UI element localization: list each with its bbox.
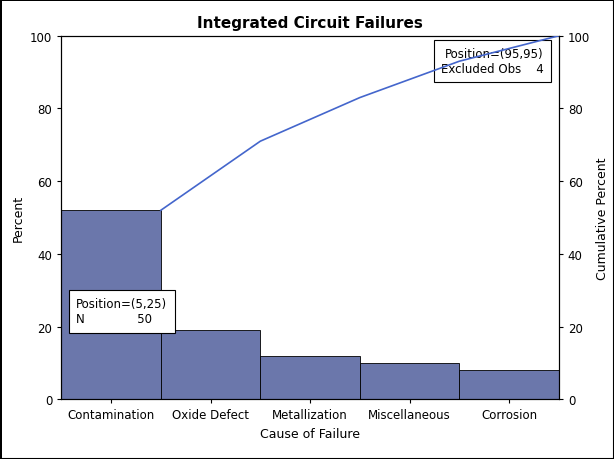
Bar [260,356,360,399]
Bar [161,330,260,399]
Text: Position=(95,95)
Excluded Obs    4: Position=(95,95) Excluded Obs 4 [441,48,544,76]
Y-axis label: Cumulative Percent: Cumulative Percent [596,157,608,279]
Y-axis label: Percent: Percent [12,195,25,241]
Title: Integrated Circuit Failures: Integrated Circuit Failures [197,17,423,31]
Text: Position=(5,25)
N              50: Position=(5,25) N 50 [76,298,168,326]
Bar [61,211,161,399]
X-axis label: Cause of Failure: Cause of Failure [260,427,360,440]
Bar [459,370,559,399]
Bar [360,363,459,399]
